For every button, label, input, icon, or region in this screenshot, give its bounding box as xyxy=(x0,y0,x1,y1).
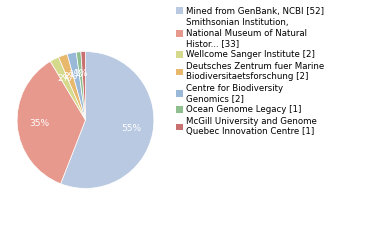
Text: 1%: 1% xyxy=(69,70,83,79)
Text: 35%: 35% xyxy=(29,120,49,128)
Wedge shape xyxy=(50,57,86,120)
Wedge shape xyxy=(17,61,85,184)
Wedge shape xyxy=(59,54,86,120)
Text: 2%: 2% xyxy=(57,74,71,83)
Text: 55%: 55% xyxy=(121,124,141,133)
Wedge shape xyxy=(67,52,86,120)
Wedge shape xyxy=(61,52,154,188)
Text: 2%: 2% xyxy=(63,72,77,81)
Wedge shape xyxy=(81,52,86,120)
Legend: Mined from GenBank, NCBI [52], Smithsonian Institution,
National Museum of Natur: Mined from GenBank, NCBI [52], Smithsoni… xyxy=(176,7,325,136)
Wedge shape xyxy=(76,52,86,120)
Text: 1%: 1% xyxy=(74,69,88,78)
